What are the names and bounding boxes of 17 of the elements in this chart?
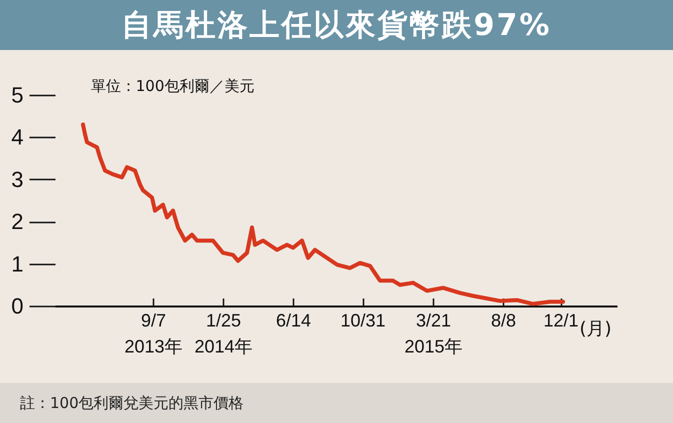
y-tick-label: 3 [11,166,24,192]
y-tick-label: 1 [11,251,24,276]
x-tick-label: 9/7 2013年 [124,310,183,356]
x-tick-label: 10/31 [340,310,386,330]
chart-subtitle: 單位：100包利爾／美元 [90,77,254,95]
x-tick-label: 3/21 2015年 [404,310,463,356]
x-tick-label: 8/8 [490,310,516,330]
y-tick-label: 4 [11,124,24,150]
x-tick-label: 12/1 [543,310,579,330]
y-tick-label: 2 [11,209,24,234]
text: 註：100包利爾兌美元的黑市價格 [0,383,673,423]
y-tick-label: 0 [11,294,24,318]
y-tick-label: 5 [11,82,24,108]
x-axis-title: (月) [580,318,612,340]
x-tick-label: 1/25 2014年 [194,310,253,356]
x-tick-label: 6/14 [276,310,312,330]
chart-title: 自馬杜洛上任以來貨幣跌97% [0,0,673,50]
